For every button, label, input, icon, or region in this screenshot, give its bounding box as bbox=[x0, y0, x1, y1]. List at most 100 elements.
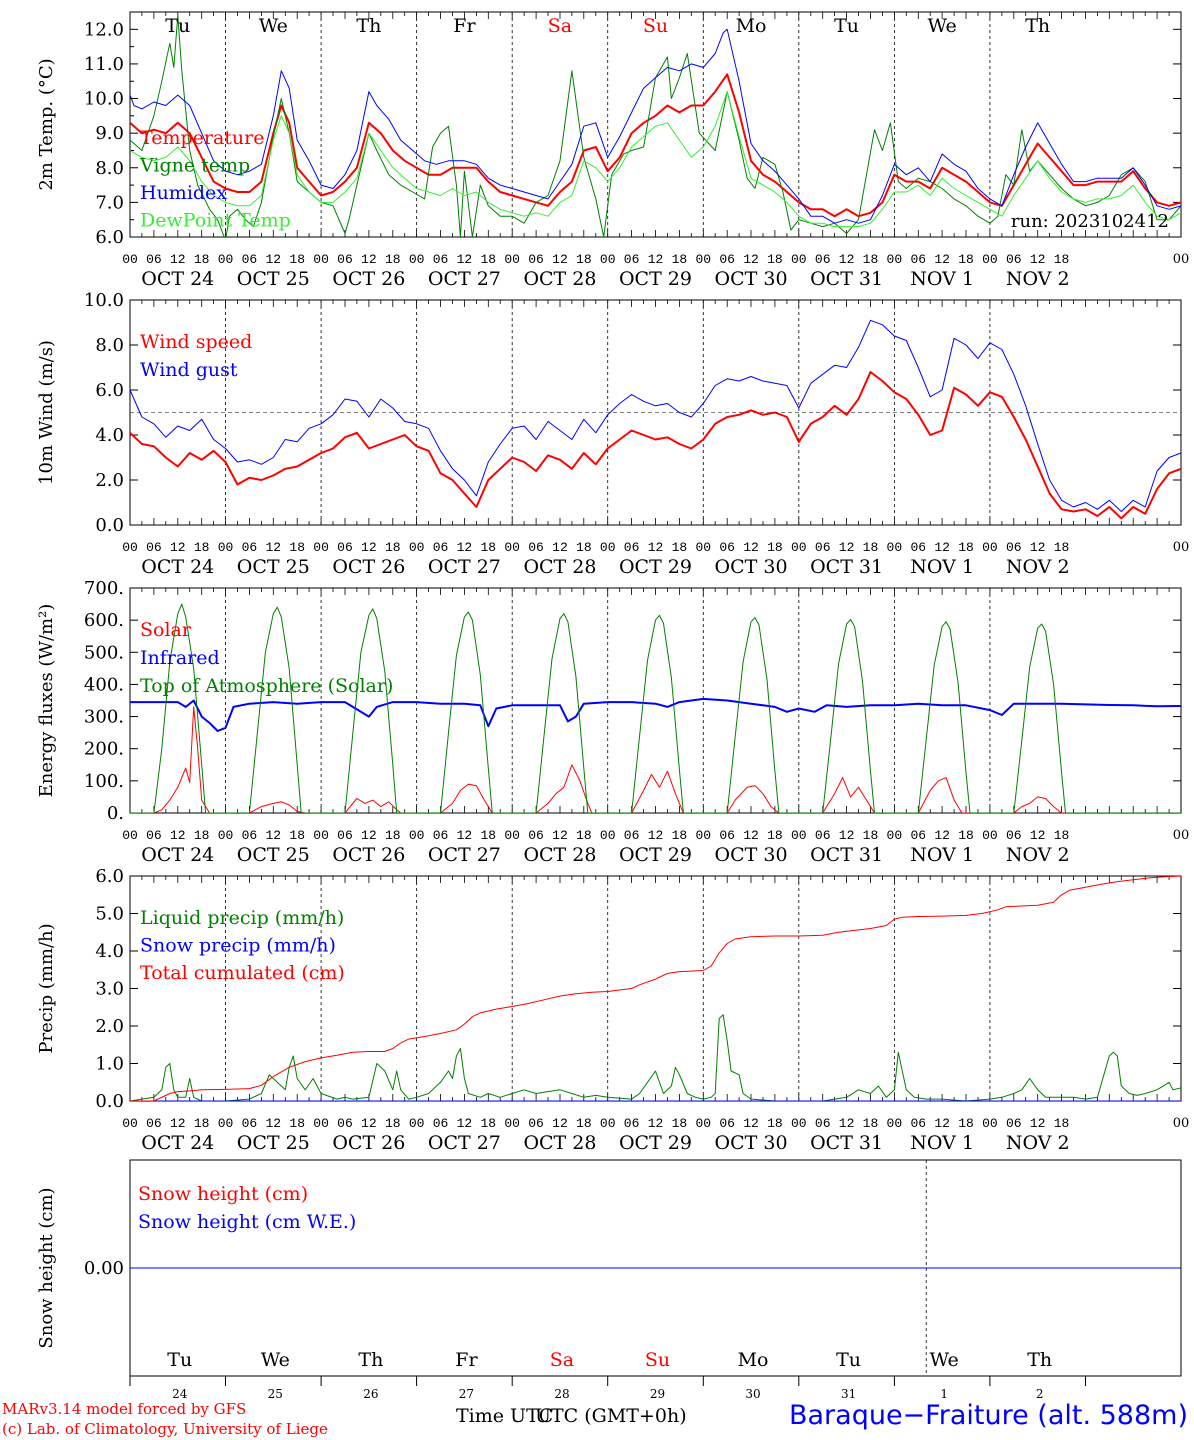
hour-label: 00 bbox=[504, 252, 520, 267]
hour-label: 06 bbox=[337, 540, 353, 555]
series-line-wind-gust bbox=[130, 319, 1181, 512]
hour-label: 18 bbox=[385, 828, 401, 843]
hour-label: 00 bbox=[791, 828, 807, 843]
hour-label: 12 bbox=[361, 252, 377, 267]
y-tick-label: 6.0 bbox=[95, 227, 124, 248]
y-tick-label: 0. bbox=[107, 803, 124, 824]
hour-label: 12 bbox=[839, 252, 855, 267]
hour-label: 12 bbox=[743, 828, 759, 843]
day-abbr: We bbox=[259, 15, 288, 37]
y-tick-label: 700. bbox=[84, 578, 124, 599]
legend-entry: Wind speed bbox=[140, 331, 252, 353]
hour-label: 00 bbox=[122, 1116, 138, 1131]
hour-label: 06 bbox=[433, 1116, 449, 1131]
hour-label: 12 bbox=[170, 828, 186, 843]
day-abbr: Th bbox=[356, 15, 381, 37]
footer-credit-1: MARv3.14 model forced by GFS bbox=[2, 1400, 247, 1418]
hour-label: 12 bbox=[170, 1116, 186, 1131]
date-label: OCT 28 bbox=[523, 556, 596, 578]
hour-label: 12 bbox=[170, 252, 186, 267]
hour-label: 12 bbox=[1030, 828, 1046, 843]
date-label: OCT 28 bbox=[523, 1132, 596, 1154]
y-tick-label: 6.0 bbox=[95, 866, 124, 887]
hour-label: 00 bbox=[791, 252, 807, 267]
date-label: OCT 24 bbox=[141, 1132, 214, 1154]
hour-label: 12 bbox=[839, 540, 855, 555]
date-label: OCT 30 bbox=[715, 844, 788, 866]
date-label: NOV 1 bbox=[910, 844, 974, 866]
hour-label: 18 bbox=[958, 540, 974, 555]
hour-label: 18 bbox=[767, 540, 783, 555]
hour-label: 18 bbox=[958, 252, 974, 267]
hour-label: 18 bbox=[194, 828, 210, 843]
x-ticks bbox=[129, 588, 1182, 813]
date-label: NOV 2 bbox=[1006, 268, 1070, 290]
hour-label: 06 bbox=[1006, 828, 1022, 843]
day-number: 24 bbox=[172, 1387, 188, 1401]
date-label: OCT 25 bbox=[237, 844, 310, 866]
day-abbr: Fr bbox=[453, 15, 476, 37]
series-line-humidex bbox=[130, 28, 1181, 224]
hour-label: 18 bbox=[863, 828, 879, 843]
y-tick-label: 400. bbox=[84, 674, 124, 695]
hour-label: 06 bbox=[719, 1116, 735, 1131]
hour-label: 00 bbox=[1173, 828, 1190, 843]
hour-label: 12 bbox=[934, 828, 950, 843]
hour-label: 00 bbox=[409, 828, 425, 843]
hour-label: 18 bbox=[1054, 252, 1070, 267]
day-number: 28 bbox=[554, 1387, 569, 1401]
hour-label: 12 bbox=[743, 540, 759, 555]
hour-label: 06 bbox=[624, 252, 640, 267]
date-label: OCT 31 bbox=[810, 268, 883, 290]
hour-label: 12 bbox=[457, 540, 473, 555]
hour-label: 12 bbox=[266, 1116, 282, 1131]
day-abbr: Su bbox=[643, 15, 668, 37]
hour-label: 00 bbox=[1173, 540, 1190, 555]
y-tick-label: 0.00 bbox=[84, 1258, 124, 1279]
hour-label: 12 bbox=[361, 1116, 377, 1131]
hour-label: 06 bbox=[815, 540, 831, 555]
station-title: Baraque−Fraiture (alt. 588m) bbox=[788, 1400, 1188, 1431]
panel-4: 0.0 1.0 2.0 3.0 4.0 5.0 6.0 Precip (mm/h) Liquid… bbox=[36, 866, 1189, 1154]
hour-label: 00 bbox=[887, 1116, 903, 1131]
date-label: OCT 24 bbox=[141, 268, 214, 290]
y-tick-label: 0.0 bbox=[95, 1091, 124, 1112]
hour-label: 00 bbox=[218, 252, 234, 267]
legend-entry: Solar bbox=[140, 619, 192, 641]
hour-label: 06 bbox=[624, 1116, 640, 1131]
series-line-wind-speed bbox=[130, 371, 1181, 520]
y-tick-label: 200. bbox=[84, 739, 124, 760]
date-label: OCT 29 bbox=[619, 268, 692, 290]
hour-label: 00 bbox=[504, 540, 520, 555]
hour-label: 12 bbox=[457, 252, 473, 267]
date-label: OCT 27 bbox=[428, 844, 501, 866]
hour-label: 06 bbox=[242, 1116, 258, 1131]
legend-entry: Total cumulated (cm) bbox=[140, 962, 345, 984]
y-tick-label: 8.0 bbox=[95, 335, 124, 356]
hour-label: 12 bbox=[934, 1116, 950, 1131]
date-label: OCT 25 bbox=[237, 556, 310, 578]
hour-label: 00 bbox=[695, 540, 711, 555]
hour-label: 12 bbox=[743, 1116, 759, 1131]
hour-label: 18 bbox=[576, 1116, 592, 1131]
date-label: OCT 30 bbox=[715, 1132, 788, 1154]
hour-label: 00 bbox=[313, 828, 329, 843]
day-number: 29 bbox=[650, 1387, 665, 1401]
hour-label: 06 bbox=[910, 1116, 926, 1131]
hour-label: 12 bbox=[552, 1116, 568, 1131]
y-tick-label: 10.0 bbox=[84, 290, 124, 311]
hour-label: 06 bbox=[242, 828, 258, 843]
series-line-top-of-atmosphere-solar- bbox=[130, 603, 1181, 813]
hour-label: 06 bbox=[528, 252, 544, 267]
hour-label: 00 bbox=[600, 540, 616, 555]
hour-label: 00 bbox=[982, 252, 998, 267]
legend-entry: Temperature bbox=[140, 127, 264, 149]
hour-label: 00 bbox=[695, 1116, 711, 1131]
hour-label: 06 bbox=[146, 1116, 162, 1131]
hour-label: 00 bbox=[982, 1116, 998, 1131]
hour-label: 06 bbox=[146, 252, 162, 267]
y-tick-label: 7.0 bbox=[95, 192, 124, 213]
date-label: OCT 26 bbox=[332, 1132, 405, 1154]
date-label: OCT 27 bbox=[428, 1132, 501, 1154]
